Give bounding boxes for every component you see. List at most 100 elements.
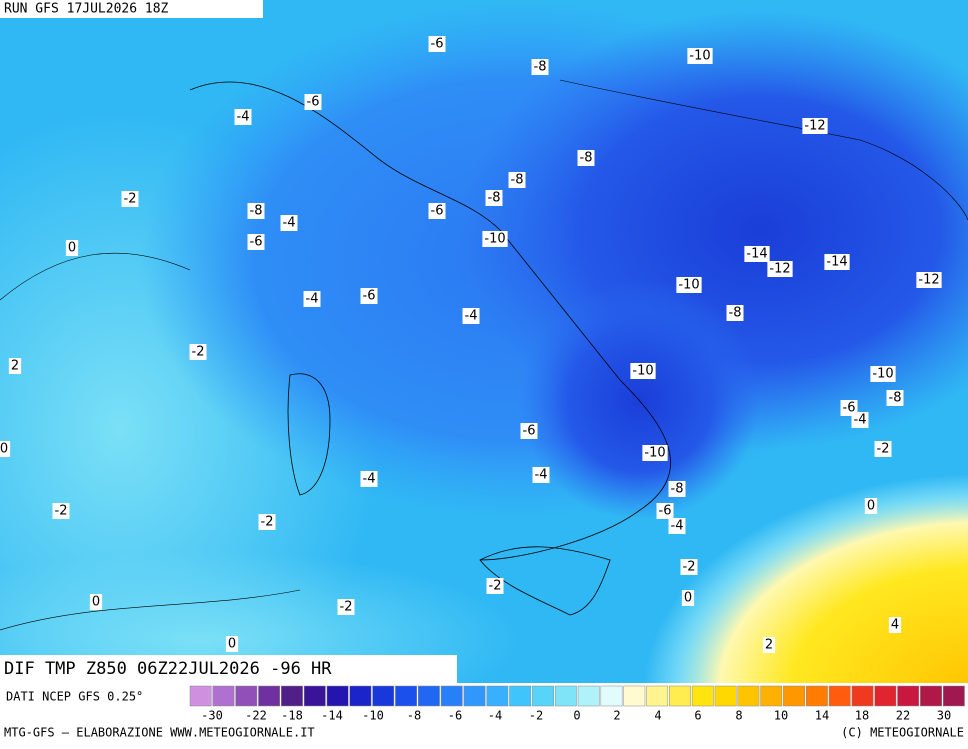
contour-label: 4 bbox=[891, 618, 899, 633]
contour-label: -6 bbox=[523, 424, 536, 439]
contour-label-bg bbox=[89, 594, 103, 610]
contour-label-bg bbox=[247, 234, 265, 250]
contour-label-bg bbox=[680, 559, 698, 575]
contour-label: 0 bbox=[228, 637, 236, 652]
contour-label: -10 bbox=[484, 232, 505, 247]
contour-label: 0 bbox=[92, 595, 100, 610]
colorbar-swatch bbox=[463, 685, 486, 707]
contour-label-bg bbox=[668, 481, 686, 497]
colorbar-swatch bbox=[417, 685, 440, 707]
run-label: RUN GFS 17JUL2026 18Z bbox=[4, 2, 169, 17]
colorbar-swatch bbox=[303, 685, 326, 707]
contour-label-bg bbox=[508, 172, 526, 188]
contour-label-bg bbox=[802, 118, 828, 134]
contour-label-bg bbox=[121, 191, 139, 207]
contour-label: 0 bbox=[68, 241, 76, 256]
contour-label: -8 bbox=[729, 306, 742, 321]
contour-label-bg bbox=[870, 366, 896, 382]
contour-label-bg bbox=[280, 215, 298, 231]
field-label: DIF TMP Z850 06Z22JUL2026 -96 HR bbox=[4, 659, 332, 679]
contour-label-bg bbox=[303, 291, 321, 307]
colorbar-label: -30 bbox=[201, 709, 223, 723]
colorbar-label: 2 bbox=[613, 709, 620, 723]
colorbar-swatch bbox=[646, 685, 669, 707]
colorbar-swatch bbox=[372, 685, 395, 707]
contour-label-bg bbox=[258, 514, 276, 530]
contour-label: -2 bbox=[489, 579, 502, 594]
contour-label-bg bbox=[65, 240, 79, 256]
header-box bbox=[0, 0, 263, 18]
contour-label-bg bbox=[726, 305, 744, 321]
contour-label: -6 bbox=[843, 401, 856, 416]
contour-label: -14 bbox=[746, 247, 767, 262]
colorbar-swatch bbox=[281, 685, 303, 707]
colorbar-swatch bbox=[714, 685, 737, 707]
colorbar-label: 0 bbox=[573, 709, 580, 723]
contour-label: -2 bbox=[683, 560, 696, 575]
colorbar-swatch bbox=[897, 685, 920, 707]
colorbar-swatch bbox=[235, 685, 258, 707]
contour-label: 0 bbox=[867, 499, 875, 514]
contour-label: 2 bbox=[765, 638, 773, 653]
colorbar-label: 8 bbox=[735, 709, 742, 723]
contour-label-bg bbox=[360, 471, 378, 487]
contour-label: -10 bbox=[689, 49, 710, 64]
colorbar-label: -6 bbox=[448, 709, 462, 723]
contour-label-bg bbox=[851, 412, 869, 428]
colorbar-swatch bbox=[212, 685, 235, 707]
contour-label-bg bbox=[762, 637, 776, 653]
colorbar-swatch bbox=[532, 685, 554, 707]
contour-label-bg bbox=[687, 48, 713, 64]
contour-label: -4 bbox=[237, 110, 250, 125]
contour-label: -2 bbox=[55, 504, 68, 519]
contour-label: -8 bbox=[488, 191, 501, 206]
colorbar-label: -10 bbox=[362, 709, 384, 723]
contour-label-bg bbox=[532, 467, 550, 483]
contour-label-bg bbox=[676, 277, 702, 293]
contour-label: -4 bbox=[363, 472, 376, 487]
contour-label-bg bbox=[428, 36, 446, 52]
contour-label-bg bbox=[337, 599, 355, 615]
contour-label-bg bbox=[52, 503, 70, 519]
contour-label: -8 bbox=[889, 391, 902, 406]
contour-label: -2 bbox=[877, 442, 890, 457]
contour-label-bg bbox=[247, 203, 265, 219]
contour-label: -2 bbox=[192, 345, 205, 360]
contour-label-bg bbox=[225, 636, 239, 652]
colorbar-label: -14 bbox=[321, 709, 343, 723]
contour-label-bg bbox=[531, 59, 549, 75]
colorbar-swatch bbox=[486, 685, 509, 707]
contour-label-bg bbox=[462, 308, 480, 324]
contour-label: 0 bbox=[684, 591, 692, 606]
contour-label-bg bbox=[744, 246, 770, 262]
colorbar-swatch bbox=[509, 685, 532, 707]
colorbar-swatch bbox=[600, 685, 623, 707]
colorbar-swatch bbox=[326, 685, 349, 707]
colorbar-swatch bbox=[783, 685, 805, 707]
contour-label: -2 bbox=[340, 600, 353, 615]
contour-label-bg bbox=[486, 578, 504, 594]
colorbar-swatch bbox=[349, 685, 372, 707]
contour-label: -10 bbox=[632, 364, 653, 379]
contour-label-bg bbox=[8, 358, 22, 374]
contour-label: -12 bbox=[918, 273, 939, 288]
contour-label-bg bbox=[485, 190, 503, 206]
contour-label: -4 bbox=[671, 519, 684, 534]
colorbar-label: -4 bbox=[488, 709, 502, 723]
contour-label: -6 bbox=[307, 95, 320, 110]
colorbar-swatch bbox=[874, 685, 897, 707]
contour-label-bg bbox=[824, 254, 850, 270]
contour-label-bg bbox=[577, 150, 595, 166]
colorbar-label: 30 bbox=[937, 709, 951, 723]
colorbar-label: 10 bbox=[774, 709, 788, 723]
contour-label: -12 bbox=[769, 262, 790, 277]
contour-label: -6 bbox=[431, 37, 444, 52]
colorbar-swatch bbox=[623, 685, 646, 707]
contour-label: -8 bbox=[511, 173, 524, 188]
contour-label-bg bbox=[767, 261, 793, 277]
colorbar-label: 18 bbox=[855, 709, 869, 723]
contour-label-bg bbox=[0, 441, 11, 457]
colorbar-swatch bbox=[828, 685, 851, 707]
